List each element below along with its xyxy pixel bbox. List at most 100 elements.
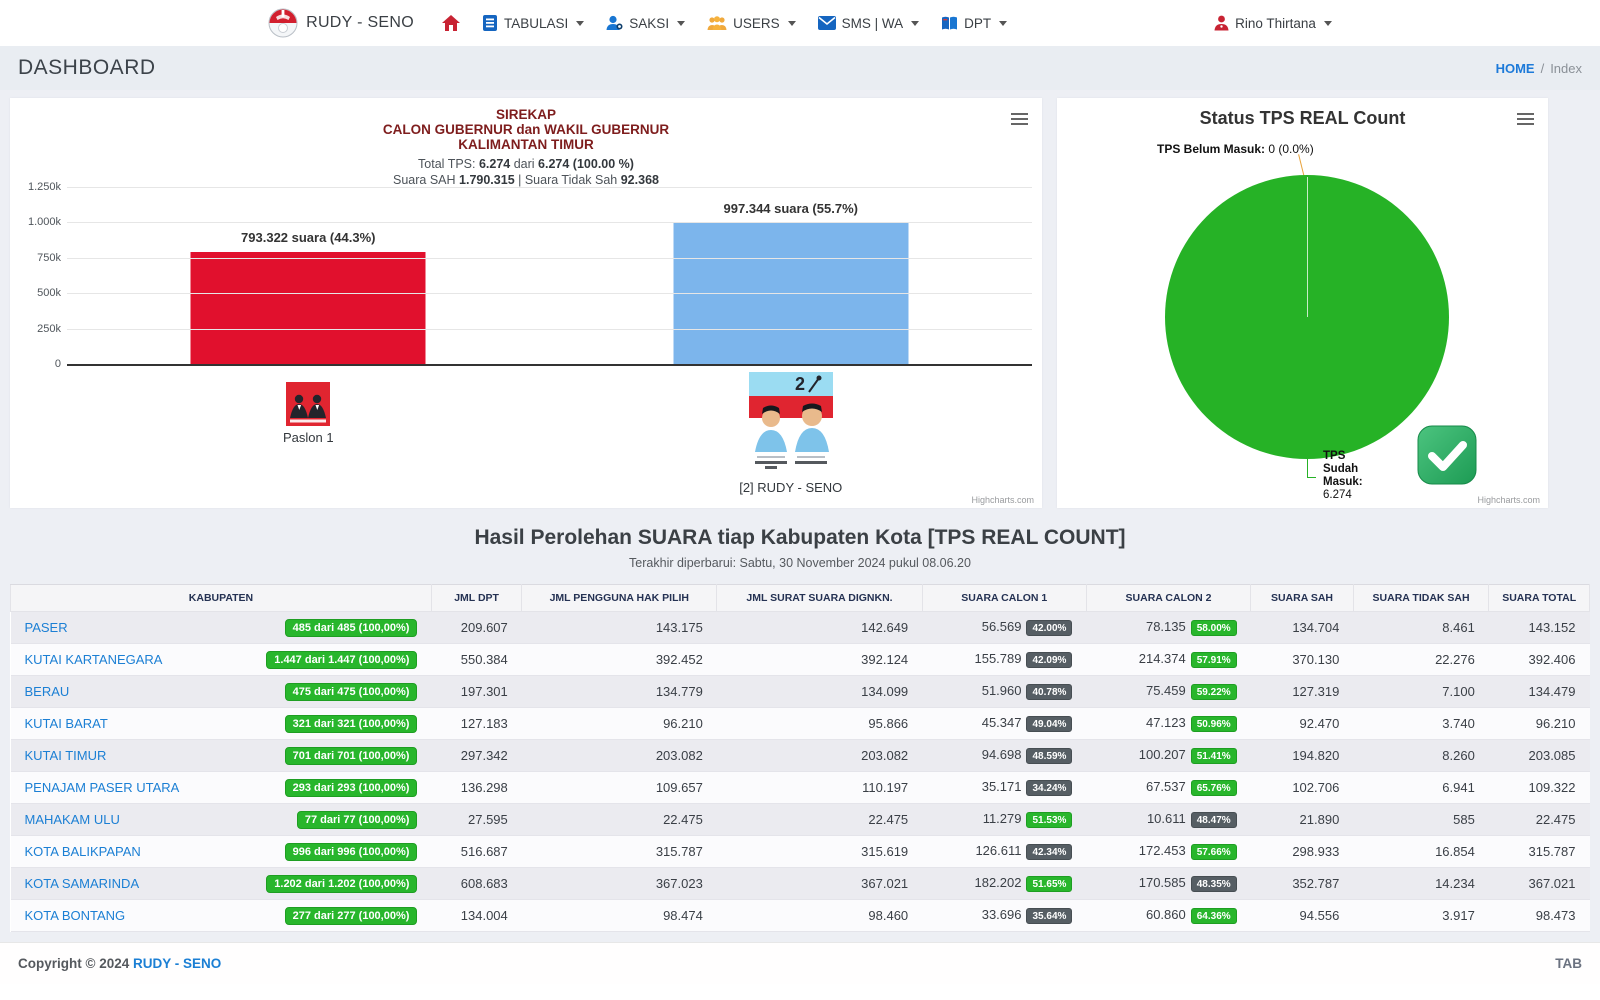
kabupaten-link[interactable]: KOTA SAMARINDA [25, 876, 140, 891]
col-surat[interactable]: JML SURAT SUARA DIGNKN. [717, 585, 922, 612]
y-axis-tick: 500k [17, 287, 61, 299]
cell-calon1: 155.78942.09% [922, 644, 1086, 676]
cell-jml-dpt: 209.607 [431, 612, 521, 644]
cell-surat: 142.649 [717, 612, 922, 644]
tps-progress-badge: 701 dari 701 (100,00%) [285, 747, 418, 765]
chevron-down-icon [911, 21, 919, 26]
kabupaten-link[interactable]: KOTA BALIKPAPAN [25, 844, 141, 859]
kabupaten-link[interactable]: KUTAI KARTANEGARA [25, 652, 163, 667]
category-label: [2] RUDY - SENO [739, 480, 842, 495]
calon1-pct-badge: 49.04% [1026, 716, 1072, 732]
col-calon1[interactable]: SUARA CALON 1 [922, 585, 1086, 612]
bar-paslon1[interactable] [191, 252, 426, 364]
cell-calon2: 100.20751.41% [1086, 740, 1250, 772]
cell-sah: 298.933 [1251, 836, 1354, 868]
brand-logo-icon [268, 8, 298, 38]
calon1-pct-badge: 51.65% [1026, 876, 1072, 892]
calon1-pct-badge: 34.24% [1026, 780, 1072, 796]
kabupaten-link[interactable]: KOTA BONTANG [25, 908, 126, 923]
highcharts-credit[interactable]: Highcharts.com [1477, 495, 1540, 505]
cell-sah: 134.704 [1251, 612, 1354, 644]
calon2-pct-badge: 57.66% [1191, 844, 1237, 860]
col-kabupaten[interactable]: KABUPATEN [11, 585, 432, 612]
cell-pengguna: 143.175 [522, 612, 717, 644]
chevron-down-icon [999, 21, 1007, 26]
cell-sah: 94.556 [1251, 900, 1354, 932]
table-row: MAHAKAM ULU 77 dari 77 (100,00%) 27.595 … [11, 804, 1590, 836]
cell-sah: 127.319 [1251, 676, 1354, 708]
bar-chart-card: SIREKAP CALON GUBERNUR dan WAKIL GUBERNU… [10, 98, 1042, 508]
cell-sah: 21.890 [1251, 804, 1354, 836]
menu-dpt-label: DPT [964, 16, 991, 31]
tps-progress-badge: 293 dari 293 (100,00%) [285, 779, 418, 797]
calon2-pct-badge: 51.41% [1191, 748, 1237, 764]
footer: Copyright © 2024 RUDY - SENO TAB [0, 942, 1600, 984]
home-button[interactable] [442, 15, 460, 31]
cell-jml-dpt: 134.004 [431, 900, 521, 932]
calon1-pct-badge: 51.53% [1026, 812, 1072, 828]
cell-pengguna: 98.474 [522, 900, 717, 932]
menu-sms-wa[interactable]: SMS | WA [818, 16, 920, 31]
pie-slice-sudah-masuk[interactable] [1165, 175, 1449, 459]
menu-saksi[interactable]: SAKSI [606, 15, 685, 31]
bar-value-label: 997.344 suara (55.7%) [724, 201, 858, 216]
cell-total: 109.322 [1489, 772, 1590, 804]
menu-tabulasi-label: TABULASI [504, 16, 568, 31]
cell-calon1: 35.17134.24% [922, 772, 1086, 804]
bar-slot-rudy-seno: 997.344 suara (55.7%) [550, 187, 1033, 364]
chart-context-menu-icon[interactable] [1011, 110, 1028, 128]
kabupaten-link[interactable]: KUTAI BARAT [25, 716, 108, 731]
chart-context-menu-icon[interactable] [1517, 110, 1534, 128]
results-table: KABUPATEN JML DPT JML PENGGUNA HAK PILIH… [10, 584, 1590, 932]
calon2-pct-badge: 58.00% [1191, 620, 1237, 636]
col-sah[interactable]: SUARA SAH [1251, 585, 1354, 612]
table-row: KOTA SAMARINDA 1.202 dari 1.202 (100,00%… [11, 868, 1590, 900]
kabupaten-link[interactable]: MAHAKAM ULU [25, 812, 120, 827]
bar-chart-subtitle: Total TPS: 6.274 dari 6.274 (100.00 %) S… [10, 156, 1042, 188]
menu-users[interactable]: USERS [707, 16, 796, 31]
footer-version-label: TAB [1555, 956, 1582, 971]
user-icon [1214, 15, 1229, 31]
breadcrumb-home-link[interactable]: HOME [1496, 61, 1535, 76]
cell-tidak-sah: 16.854 [1353, 836, 1489, 868]
breadcrumb: HOME / Index [1496, 61, 1582, 76]
home-icon [442, 15, 460, 31]
kabupaten-link[interactable]: PASER [25, 620, 68, 635]
cell-total: 96.210 [1489, 708, 1590, 740]
cell-calon2: 60.86064.36% [1086, 900, 1250, 932]
pie-chart-title: Status TPS REAL Count [1057, 108, 1548, 129]
table-row: KOTA BONTANG 277 dari 277 (100,00%) 134.… [11, 900, 1590, 932]
col-calon2[interactable]: SUARA CALON 2 [1086, 585, 1250, 612]
results-table-wrap: KABUPATEN JML DPT JML PENGGUNA HAK PILIH… [10, 584, 1590, 932]
cell-pengguna: 22.475 [522, 804, 717, 836]
cell-surat: 367.021 [717, 868, 922, 900]
page-title: DASHBOARD [18, 56, 156, 80]
highcharts-credit[interactable]: Highcharts.com [971, 495, 1034, 505]
col-tidak-sah[interactable]: SUARA TIDAK SAH [1353, 585, 1489, 612]
menu-dpt[interactable]: DPT [941, 16, 1007, 31]
cell-total: 367.021 [1489, 868, 1590, 900]
cell-pengguna: 109.657 [522, 772, 717, 804]
kabupaten-link[interactable]: BERAU [25, 684, 70, 699]
cell-surat: 392.124 [717, 644, 922, 676]
brand[interactable]: RUDY - SENO [268, 8, 414, 38]
col-jml-dpt[interactable]: JML DPT [431, 585, 521, 612]
kabupaten-link[interactable]: KUTAI TIMUR [25, 748, 107, 763]
kabupaten-link[interactable]: PENAJAM PASER UTARA [25, 780, 180, 795]
col-pengguna[interactable]: JML PENGGUNA HAK PILIH [522, 585, 717, 612]
col-total[interactable]: SUARA TOTAL [1489, 585, 1590, 612]
menu-tabulasi[interactable]: TABULASI [482, 15, 584, 31]
cell-tidak-sah: 7.100 [1353, 676, 1489, 708]
category-rudy-seno: 2 [2] RUDY - SENO [550, 368, 1033, 495]
cell-total: 392.406 [1489, 644, 1590, 676]
footer-brand-link[interactable]: RUDY - SENO [133, 956, 221, 971]
cell-sah: 194.820 [1251, 740, 1354, 772]
cell-surat: 110.197 [717, 772, 922, 804]
calon1-pct-badge: 42.34% [1026, 844, 1072, 860]
chevron-down-icon [576, 21, 584, 26]
calon2-pct-badge: 48.47% [1191, 812, 1237, 828]
cell-calon1: 182.20251.65% [922, 868, 1086, 900]
user-name-label: Rino Thirtana [1235, 16, 1316, 31]
cell-total: 22.475 [1489, 804, 1590, 836]
user-menu[interactable]: Rino Thirtana [1214, 15, 1332, 31]
